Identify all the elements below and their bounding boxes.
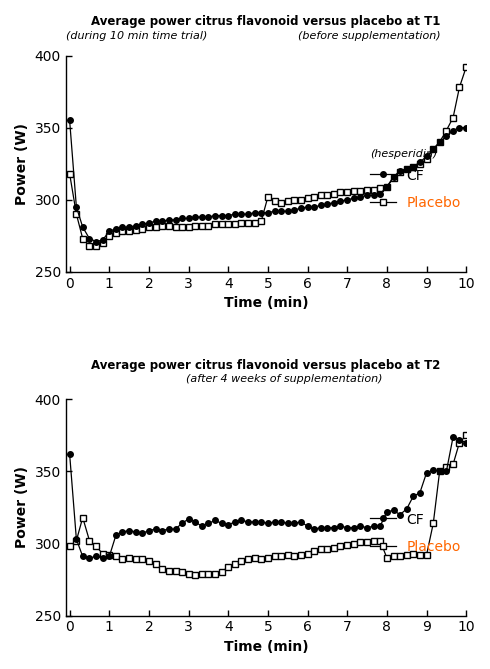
Placebo (87, 242, 93, 250)
Title: Average power citrus flavonoid versus placebo at T2: Average power citrus flavonoid versus pl… (91, 359, 441, 372)
CF (311, 525, 317, 533)
Placebo (212, 570, 218, 578)
Text: (hesperidin): (hesperidin) (370, 149, 438, 159)
CF (87, 554, 93, 562)
Text: (after 4 weeks of supplementation): (after 4 weeks of supplementation) (186, 375, 382, 385)
Text: (before supplementation): (before supplementation) (298, 31, 441, 41)
Placebo (311, 547, 317, 555)
Placebo (166, 221, 171, 229)
Placebo (417, 160, 423, 168)
Placebo (67, 543, 73, 551)
Line: Placebo: Placebo (67, 64, 469, 249)
Legend: CF, Placebo: CF, Placebo (364, 163, 466, 215)
Placebo (146, 557, 152, 565)
Placebo (153, 223, 159, 231)
Placebo (67, 170, 73, 178)
Y-axis label: Power (W): Power (W) (15, 122, 29, 205)
CF (417, 158, 423, 166)
Placebo (159, 565, 165, 573)
Placebo (311, 193, 317, 201)
Placebo (285, 197, 291, 205)
CF (463, 439, 469, 447)
CF (67, 450, 73, 458)
CF (212, 211, 218, 219)
CF (311, 203, 317, 211)
CF (450, 433, 456, 441)
Text: (during 10 min time trial): (during 10 min time trial) (66, 31, 207, 41)
Line: CF: CF (67, 434, 469, 561)
Y-axis label: Power (W): Power (W) (15, 466, 29, 549)
X-axis label: Time (min): Time (min) (223, 640, 308, 654)
CF (153, 525, 159, 533)
CF (153, 217, 159, 225)
Placebo (463, 432, 469, 440)
CF (463, 124, 469, 132)
CF (212, 516, 218, 524)
Title: Average power citrus flavonoid versus placebo at T1: Average power citrus flavonoid versus pl… (91, 15, 441, 28)
CF (417, 489, 423, 497)
Placebo (285, 551, 291, 559)
Line: Placebo: Placebo (67, 433, 469, 578)
CF (93, 237, 99, 246)
Line: CF: CF (67, 118, 469, 244)
Placebo (212, 220, 218, 228)
Legend: CF, Placebo: CF, Placebo (364, 507, 466, 559)
CF (285, 519, 291, 527)
Placebo (417, 551, 423, 559)
CF (166, 216, 171, 224)
Placebo (193, 571, 198, 579)
CF (67, 116, 73, 124)
X-axis label: Time (min): Time (min) (223, 296, 308, 310)
CF (285, 207, 291, 215)
CF (166, 525, 171, 533)
Placebo (463, 63, 469, 71)
